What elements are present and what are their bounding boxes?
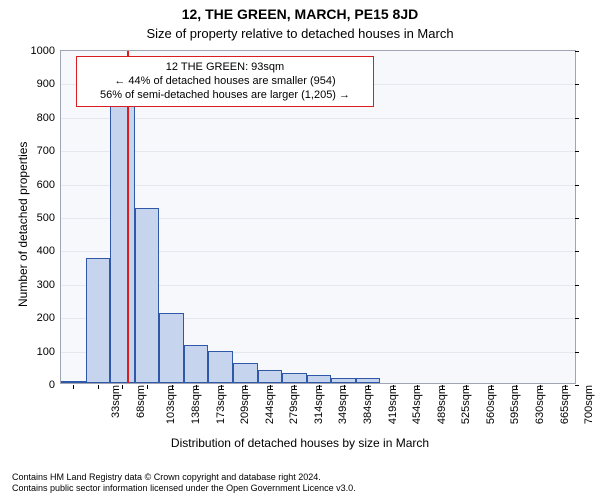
footer-attribution: Contains HM Land Registry data © Crown c…	[12, 472, 356, 494]
ytick-label: 0	[49, 379, 55, 391]
bar	[159, 313, 184, 383]
xtick-label: 454sqm	[411, 385, 423, 424]
bar	[135, 208, 160, 383]
xtick-label: 103sqm	[166, 385, 178, 424]
xtick-label: 665sqm	[559, 385, 571, 424]
xtick-mark	[319, 385, 320, 389]
xtick-label: 349sqm	[338, 385, 350, 424]
bar	[208, 351, 233, 383]
bar	[258, 370, 283, 383]
annotation-line: ← 44% of detached houses are smaller (95…	[83, 75, 367, 89]
xtick-label: 384sqm	[362, 385, 374, 424]
bar	[356, 378, 381, 383]
chart-container: 12, THE GREEN, MARCH, PE15 8JD Size of p…	[0, 0, 600, 500]
ytick-mark	[575, 352, 579, 353]
bar	[331, 378, 356, 383]
xtick-mark	[565, 385, 566, 389]
annotation-line: 12 THE GREEN: 93sqm	[83, 61, 367, 75]
bar	[307, 375, 332, 383]
annotation-box: 12 THE GREEN: 93sqm← 44% of detached hou…	[76, 56, 374, 107]
xtick-mark	[172, 385, 173, 389]
xtick-mark	[540, 385, 541, 389]
annotation-line: 56% of semi-detached houses are larger (…	[83, 89, 367, 103]
xtick-mark	[147, 385, 148, 389]
xtick-label: 700sqm	[583, 385, 595, 424]
ytick-label: 100	[37, 346, 55, 358]
xtick-label: 138sqm	[190, 385, 202, 424]
ytick-mark	[575, 118, 579, 119]
gridline-y	[61, 118, 577, 119]
xtick-mark	[122, 385, 123, 389]
bar	[86, 258, 111, 383]
xtick-label: 489sqm	[436, 385, 448, 424]
xtick-label: 595sqm	[510, 385, 522, 424]
xtick-label: 314sqm	[313, 385, 325, 424]
xtick-label: 244sqm	[264, 385, 276, 424]
ytick-label: 600	[37, 179, 55, 191]
bar	[233, 363, 258, 383]
xtick-label: 560sqm	[485, 385, 497, 424]
xtick-mark	[368, 385, 369, 389]
ytick-label: 1000	[31, 45, 55, 57]
xtick-mark	[393, 385, 394, 389]
xtick-label: 209sqm	[239, 385, 251, 424]
xtick-mark	[73, 385, 74, 389]
chart-title: 12, THE GREEN, MARCH, PE15 8JD	[0, 6, 600, 22]
bar	[61, 381, 86, 383]
bar	[184, 345, 209, 383]
ytick-label: 800	[37, 112, 55, 124]
xtick-label: 525sqm	[460, 385, 472, 424]
ytick-label: 500	[37, 212, 55, 224]
ytick-mark	[575, 318, 579, 319]
gridline-y	[61, 151, 577, 152]
ytick-label: 200	[37, 312, 55, 324]
ytick-label: 900	[37, 78, 55, 90]
ytick-mark	[575, 385, 579, 386]
xtick-mark	[98, 385, 99, 389]
ytick-mark	[575, 84, 579, 85]
ytick-label: 700	[37, 145, 55, 157]
x-axis-label: Distribution of detached houses by size …	[0, 436, 600, 450]
xtick-mark	[294, 385, 295, 389]
xtick-label: 33sqm	[110, 385, 122, 418]
xtick-mark	[491, 385, 492, 389]
xtick-label: 279sqm	[288, 385, 300, 424]
bar	[282, 373, 307, 383]
bar	[110, 106, 135, 383]
xtick-mark	[344, 385, 345, 389]
xtick-mark	[196, 385, 197, 389]
xtick-mark	[270, 385, 271, 389]
gridline-y	[61, 185, 577, 186]
ytick-label: 400	[37, 245, 55, 257]
ytick-mark	[575, 285, 579, 286]
xtick-label: 173sqm	[215, 385, 227, 424]
xtick-mark	[516, 385, 517, 389]
ytick-mark	[575, 51, 579, 52]
xtick-mark	[442, 385, 443, 389]
xtick-mark	[417, 385, 418, 389]
ytick-mark	[575, 251, 579, 252]
y-axis-label: Number of detached properties	[16, 142, 30, 307]
xtick-mark	[221, 385, 222, 389]
xtick-label: 419sqm	[387, 385, 399, 424]
ytick-mark	[575, 185, 579, 186]
xtick-mark	[466, 385, 467, 389]
xtick-label: 68sqm	[135, 385, 147, 418]
ytick-label: 300	[37, 279, 55, 291]
ytick-mark	[575, 218, 579, 219]
chart-subtitle: Size of property relative to detached ho…	[0, 26, 600, 41]
xtick-mark	[245, 385, 246, 389]
xtick-label: 630sqm	[534, 385, 546, 424]
ytick-mark	[575, 151, 579, 152]
